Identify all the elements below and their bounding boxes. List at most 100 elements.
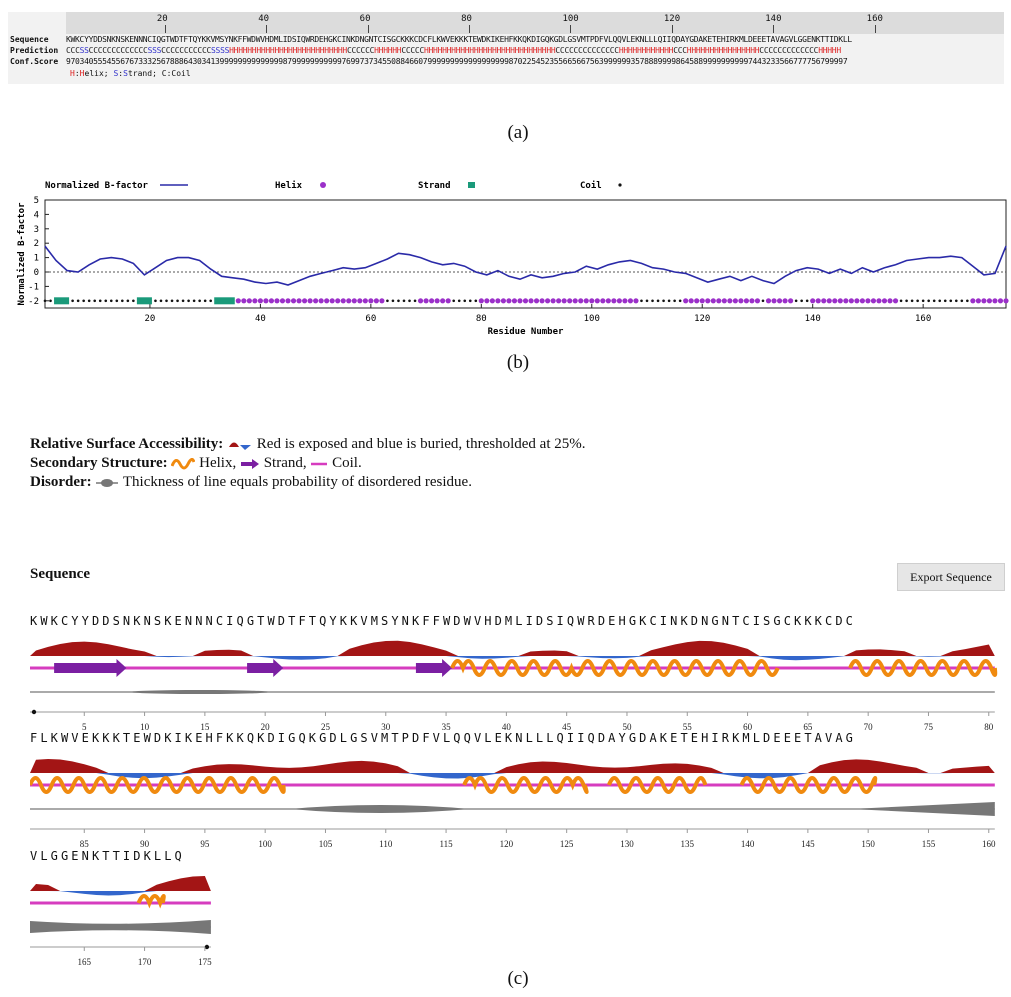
residue-tick-label: 115 (439, 839, 453, 849)
ruler-end-dot (204, 944, 210, 950)
residue-tick-label: 100 (258, 839, 272, 849)
helix-marker (517, 298, 523, 304)
residue-tick-label: 15 (200, 722, 210, 732)
prediction-legend: H:Helix; S:Strand; C:Coil (70, 69, 191, 78)
residue-tick-label: 70 (864, 722, 874, 732)
helix-marker (429, 298, 435, 304)
helix-marker (683, 298, 689, 304)
residue-tick-label: 175 (198, 957, 212, 967)
helix-marker (616, 298, 622, 304)
sequence-track: 165 170 175 (30, 876, 212, 967)
export-sequence-button[interactable]: Export Sequence (897, 563, 1005, 591)
coil-marker (402, 299, 406, 303)
helix-marker (694, 298, 700, 304)
helix-marker (710, 298, 716, 304)
coil-marker (645, 299, 649, 303)
residue-tick-label: 90 (140, 839, 150, 849)
coil-marker (927, 299, 930, 303)
helix-marker (572, 298, 578, 304)
ruler-tick-mark (671, 25, 673, 33)
coil-marker (899, 299, 903, 303)
helix-marker (859, 298, 866, 304)
y-tick-label: 1 (34, 254, 39, 264)
coil-marker (662, 299, 665, 303)
helix-marker (865, 298, 871, 304)
coil-marker (192, 299, 196, 303)
helix-marker (776, 298, 783, 304)
residue-tick-label: 55 (683, 722, 693, 732)
legend-disorder-label: Disorder: (30, 474, 92, 490)
helix-marker (423, 298, 429, 304)
helix-marker (290, 298, 297, 304)
helix-marker (699, 298, 705, 304)
helix-marker (975, 298, 981, 304)
helix-marker (318, 298, 324, 304)
coil-marker (938, 299, 942, 303)
residue-tick-label: 5 (82, 722, 87, 732)
legend-helix-text: Helix, (199, 455, 237, 471)
legend-strand-swatch (468, 182, 475, 188)
ruler-tick-label: 20 (156, 14, 168, 24)
coil-marker (170, 299, 174, 303)
ruler-tick-mark (773, 25, 775, 33)
helix-marker (881, 298, 888, 304)
coil-marker (651, 299, 654, 303)
prediction-row: CCCSSCCCCCCCCCCCCCSSSCCCCCCCCCCCSSSSHHHH… (66, 46, 841, 55)
residue-tick-label: 110 (379, 839, 393, 849)
coil-marker (98, 299, 102, 303)
helix-marker (489, 298, 495, 304)
helix-marker (970, 298, 976, 304)
sequence-track: 85 90 95 100 105 110 115 120 125 130 135 140 145 150 1… (30, 759, 996, 849)
helix-marker (550, 298, 556, 304)
coil-marker (916, 299, 919, 303)
caption-c: (c) (507, 968, 529, 989)
helix-marker (285, 298, 291, 304)
row-label-prediction: Prediction (10, 46, 59, 55)
disorder-bulge (30, 920, 211, 934)
x-tick-label: 20 (145, 314, 156, 324)
ruler-tick-mark (874, 25, 876, 33)
helix-marker (434, 298, 440, 304)
helix-marker (992, 298, 998, 304)
sequence-row-text: VLGGENKTTIDKLLQ (30, 849, 185, 863)
helix-marker (1003, 298, 1009, 304)
sequence-row: KWKCYYDDSNKNSKENNNCIQGTWDTFTQYKKVMSYNKFF… (66, 35, 852, 44)
helix-coil (739, 776, 878, 794)
helix-marker (340, 298, 346, 304)
helix-marker (440, 298, 446, 304)
helix-marker (832, 298, 838, 304)
legend-helix-swatch (320, 182, 326, 188)
helix-marker (826, 298, 832, 304)
helix-marker (738, 298, 744, 304)
legend-coil-label: Coil (580, 180, 602, 191)
helix-marker (848, 298, 854, 304)
residue-tick-label: 35 (442, 722, 452, 732)
coil-marker (800, 299, 803, 303)
coil-marker (397, 299, 400, 303)
rsa-buried-area (30, 773, 995, 779)
bfactor-series-line (44, 245, 1007, 286)
helix-marker (583, 298, 589, 304)
helix-marker (732, 298, 738, 304)
coil-marker (954, 299, 958, 303)
residue-tick-label: 45 (562, 722, 572, 732)
helix-marker (495, 298, 501, 304)
helix-marker (279, 298, 286, 304)
helix-marker (368, 298, 374, 304)
ruler-tick-label: 160 (866, 14, 883, 24)
rsa-icon (229, 442, 252, 450)
helix-coil (450, 659, 780, 677)
legend-rsa-label: Relative Surface Accessibility: (30, 436, 224, 452)
ruler-tick-mark (266, 25, 268, 33)
rsa-exposed-area (30, 759, 995, 773)
helix-marker (754, 298, 761, 304)
coil-marker (176, 299, 179, 303)
helix-marker (567, 298, 573, 304)
residue-tick-label: 40 (502, 722, 512, 732)
legend-ss-label: Secondary Structure: (30, 455, 168, 471)
coil-marker (43, 299, 47, 303)
y-tick-label: 0 (34, 268, 39, 278)
coil-marker (457, 299, 461, 303)
helix-marker (257, 298, 263, 304)
coil-marker (943, 299, 947, 303)
